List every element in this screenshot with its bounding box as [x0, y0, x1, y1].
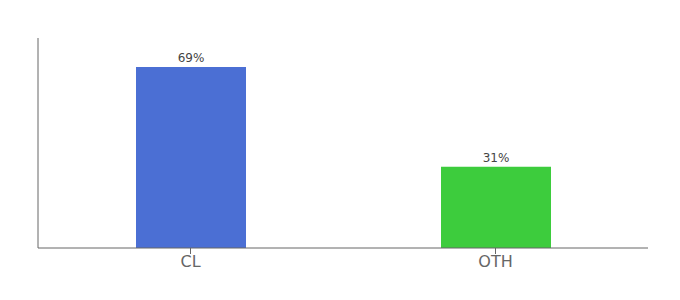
svg-text:31%: 31%: [483, 151, 510, 165]
svg-text:CL: CL: [180, 252, 200, 271]
svg-text:69%: 69%: [178, 51, 205, 65]
svg-text:OTH: OTH: [478, 252, 512, 271]
